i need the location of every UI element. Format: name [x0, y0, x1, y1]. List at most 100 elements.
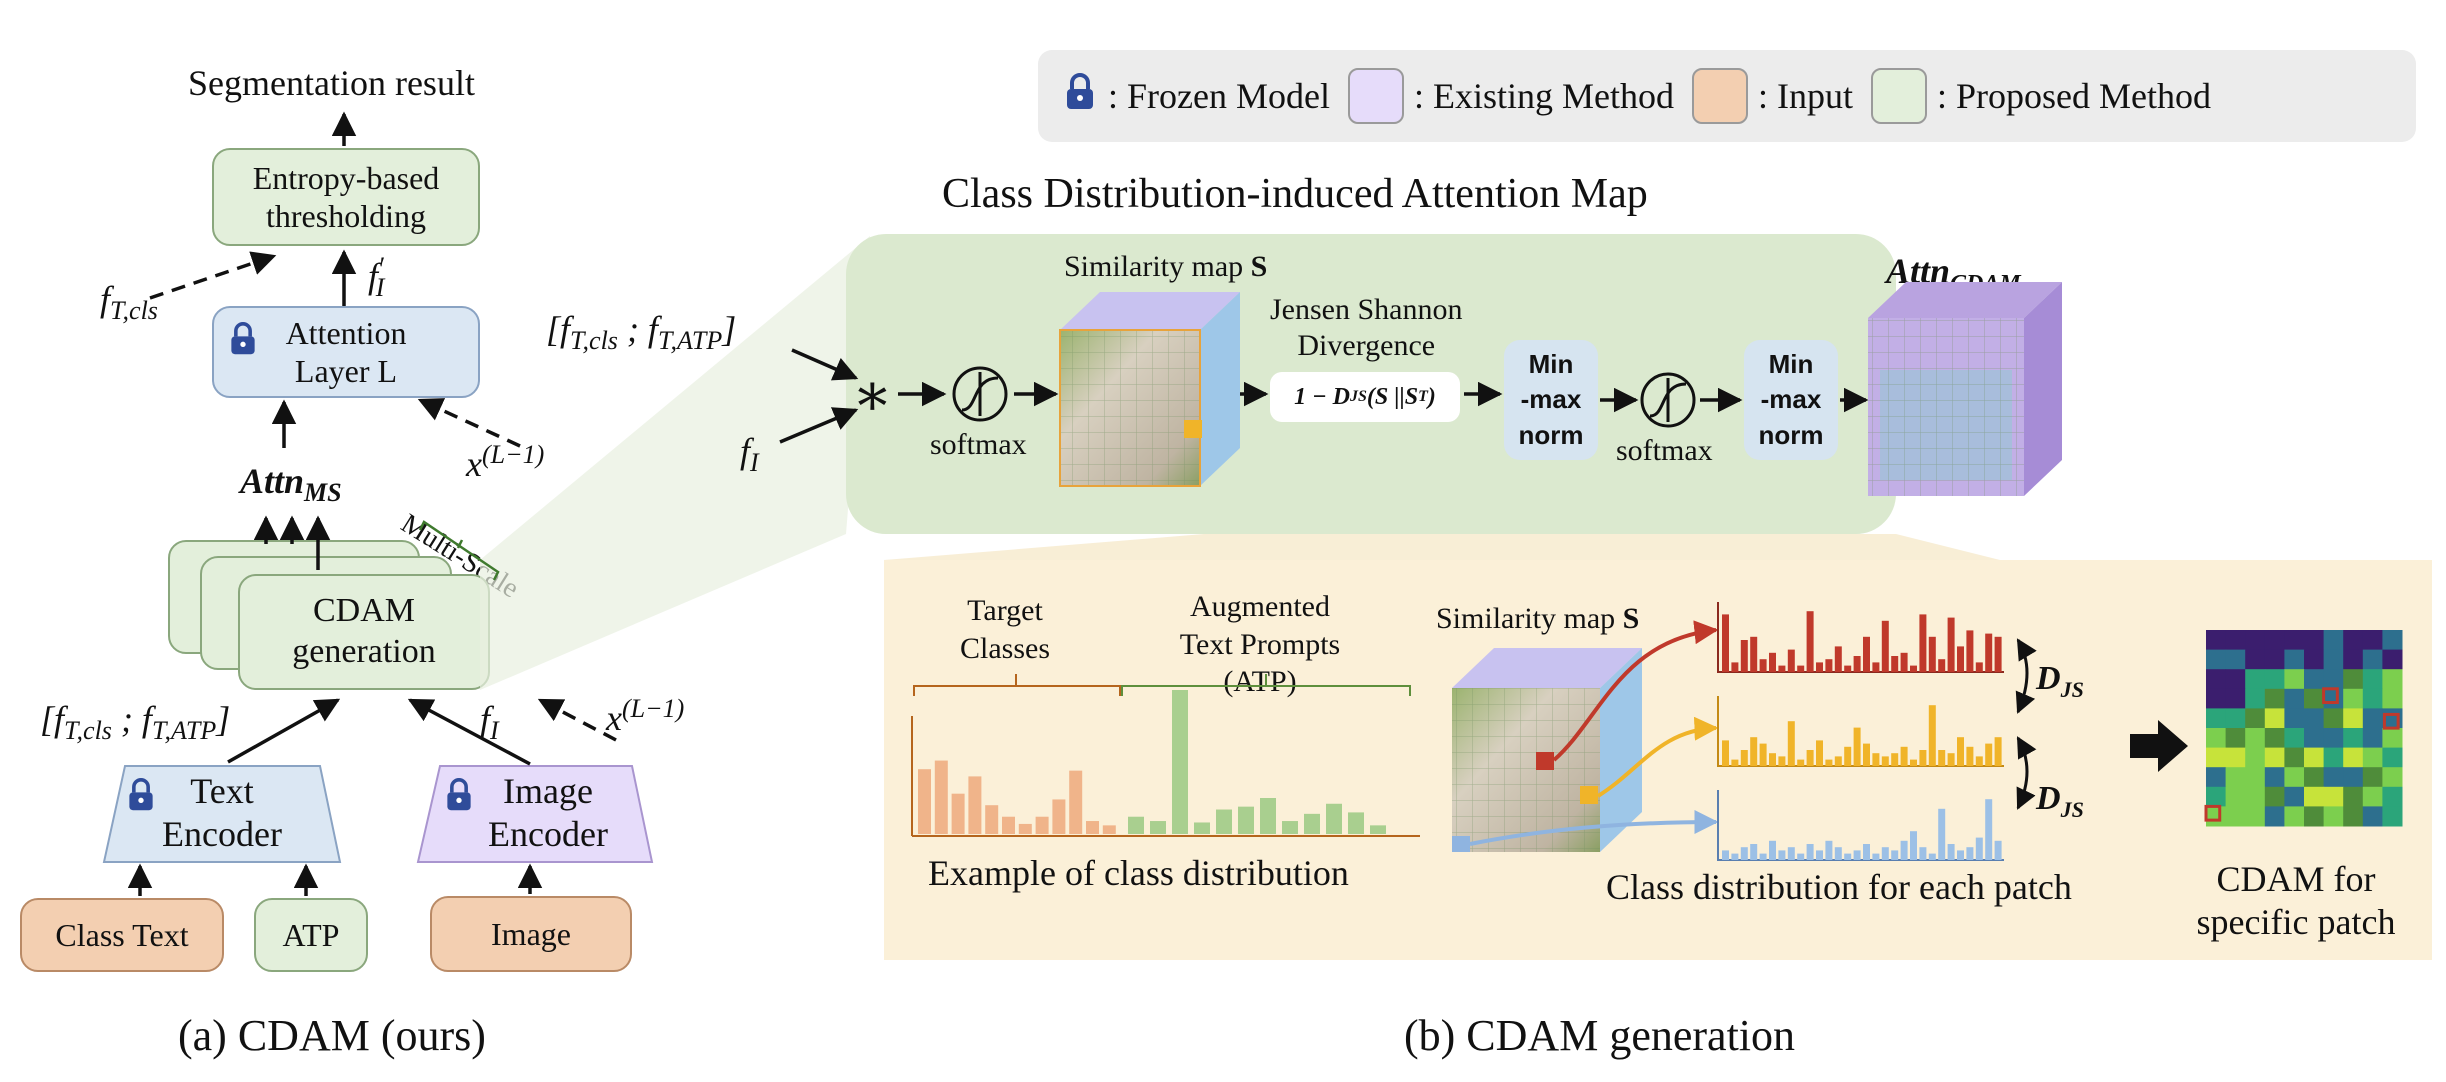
example-bar-atp	[1172, 690, 1188, 834]
legend: : Frozen Model : Existing Method : Input…	[1038, 50, 2416, 142]
attn-ms-label: AttnMS	[240, 461, 342, 508]
atp-box: ATP	[254, 898, 368, 972]
patch-bar	[1750, 737, 1758, 766]
example-bar-target	[934, 760, 948, 834]
heatmap-cell	[2382, 786, 2403, 807]
patch-bar	[1938, 659, 1946, 672]
patch-bar	[1722, 614, 1729, 672]
patch-bar	[1947, 753, 1955, 766]
heatmap-cell	[2382, 688, 2403, 709]
patch-bar	[1891, 850, 1899, 860]
heatmap-cell	[2343, 747, 2364, 768]
example-bar-atp	[1282, 821, 1298, 834]
heatmap-cell	[2225, 747, 2246, 768]
patch-bar	[1994, 737, 2002, 766]
heatmap-cell	[2323, 669, 2344, 690]
example-bar-target	[918, 769, 931, 834]
heatmap-cell	[2284, 786, 2305, 807]
similarity-map-label-bottom: Similarity map S	[1436, 602, 1640, 635]
heatmap-cell	[2343, 786, 2364, 807]
patch-bar	[1816, 850, 1823, 860]
f-i-label-left: fI	[480, 699, 499, 746]
patch-bar	[1844, 665, 1852, 672]
red-patch-arrow	[1552, 620, 1719, 762]
heatmap-cell	[2362, 728, 2383, 749]
patch-bar	[1863, 636, 1870, 672]
heatmap-cell	[2343, 806, 2364, 827]
example-bar-target	[1018, 823, 1032, 834]
softmax-label-2: softmax	[1616, 434, 1713, 467]
patch-bar	[1834, 756, 1842, 766]
patch-bar	[1919, 847, 1927, 860]
patch-bar	[1947, 844, 1955, 860]
patch-bar	[1910, 759, 1917, 766]
heatmap-cell	[2225, 767, 2246, 788]
heatmap-cell	[2362, 630, 2383, 651]
patch-bar	[1778, 665, 1786, 672]
patch-bar	[1825, 659, 1833, 672]
attention-line2: Layer L	[294, 353, 398, 389]
example-bar-atp	[1370, 825, 1386, 834]
similarity-cube-bottom	[1452, 648, 1642, 852]
image-encoder-shape	[416, 765, 654, 863]
heatmap-cell	[2323, 649, 2344, 670]
example-bar-atp	[1216, 809, 1232, 834]
right-big-arrow	[2130, 720, 2188, 772]
minmax-norm-1: Min -max norm	[1504, 340, 1598, 460]
heatmap-cell	[2206, 669, 2227, 690]
softmax-icon-1	[952, 366, 1008, 422]
heatmap-cell	[2245, 630, 2266, 651]
example-bar-atp	[1348, 812, 1364, 834]
patch-bar	[1740, 640, 1748, 672]
heatmap-cell	[2304, 747, 2325, 768]
segmentation-result-label: Segmentation result	[188, 63, 475, 103]
example-bar-atp	[1326, 803, 1342, 834]
patch-bar	[1740, 750, 1748, 766]
heatmap-cell	[2362, 767, 2383, 788]
heatmap-cell	[2264, 708, 2285, 729]
heatmap-cell	[2225, 649, 2246, 670]
heatmap-cell	[2382, 767, 2403, 788]
heatmap-cell	[2206, 649, 2227, 670]
heatmap-cell	[2362, 688, 2383, 709]
patch-bar	[1966, 630, 1974, 672]
heatmap-cell	[2284, 708, 2305, 729]
patch-bar	[1872, 753, 1880, 766]
d-js-label-1: DJS	[2036, 660, 2084, 702]
heatmap-marker-red	[2322, 687, 2339, 705]
x-l1-label-top: x(L−1)	[466, 440, 545, 484]
patch-bar	[1919, 750, 1927, 766]
patch-bar	[1722, 850, 1729, 860]
patch-bar	[1844, 853, 1852, 860]
heatmap-cell	[2284, 669, 2305, 690]
patch-bar	[1740, 847, 1748, 860]
heatmap-cell	[2245, 649, 2266, 670]
lock-icon	[230, 322, 256, 364]
example-bar-target	[1035, 816, 1049, 834]
class-text-box: Class Text	[20, 898, 224, 972]
heatmap-cell	[2304, 688, 2325, 709]
caption-a: (a) CDAM (ours)	[178, 1011, 486, 1060]
jsd-label: Jensen Shannon Divergence	[1270, 293, 1463, 362]
djs-arrow-1	[2015, 638, 2037, 714]
patch-bar	[1928, 853, 1936, 860]
d-js-label-2: DJS	[2036, 780, 2084, 822]
heatmap-cell	[2245, 767, 2266, 788]
heatmap-cell	[2304, 649, 2325, 670]
patch-bar	[1891, 753, 1899, 766]
patch-bar	[1900, 746, 1908, 766]
djs-arrow-2	[2016, 736, 2037, 810]
patch-bar	[1769, 753, 1776, 766]
heatmap-cell	[2284, 688, 2305, 709]
patch-bar	[1797, 853, 1805, 860]
patch-bar	[1787, 649, 1795, 672]
patch-bar	[1938, 808, 1946, 860]
jsd-formula: 1 − D JS (S ||S T)	[1270, 372, 1460, 422]
heatmap-cell	[2264, 649, 2285, 670]
patch-bar	[1731, 759, 1739, 766]
patch-bar	[1928, 636, 1936, 672]
heatmap-cell	[2245, 806, 2266, 827]
heatmap-cell	[2206, 708, 2227, 729]
heatmap-cell	[2245, 747, 2266, 768]
heatmap-cell	[2264, 747, 2285, 768]
